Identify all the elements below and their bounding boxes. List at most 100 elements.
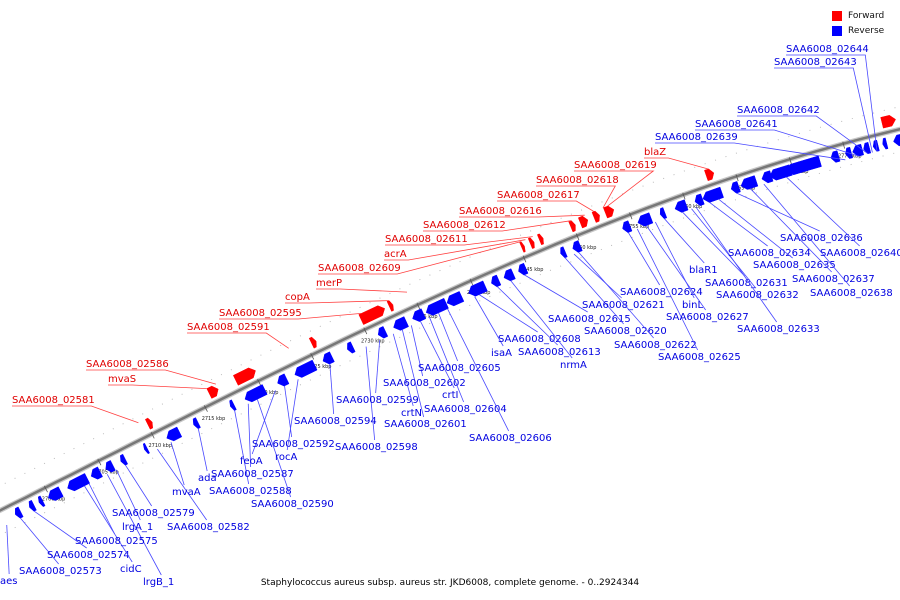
reverse-gene-arrow [491, 274, 502, 288]
scale-tick [788, 157, 792, 165]
reverse-gene-arrow [412, 308, 427, 322]
scale-tick-label: 2735 kbp [414, 314, 438, 320]
reverse-gene-arrow [347, 341, 356, 354]
forward-gene-label: SAA6008_02619 [574, 160, 657, 171]
forward-gene-arrow [704, 168, 715, 182]
reverse-gene-label: SAA6008_02632 [716, 290, 799, 301]
reverse-gene-label: SAA6008_02631 [705, 278, 788, 289]
reverse-gene-label: SAA6008_02634 [728, 248, 811, 259]
scale-tick-label: 2755 kbp [626, 224, 650, 230]
forward-label-leader [497, 200, 595, 212]
reverse-label-leader [401, 329, 425, 418]
forward-label-leader [536, 185, 616, 209]
reverse-label-leader [646, 225, 706, 311]
scale-tick [522, 255, 527, 263]
reverse-gene-label: cidC [120, 564, 142, 575]
reverse-gene-label: SAA6008_02592 [252, 439, 335, 450]
reverse-gene-arrow [37, 495, 46, 508]
reverse-label-leader [474, 296, 504, 347]
reverse-gene-arrow [659, 207, 668, 220]
reverse-label-leader [695, 129, 860, 157]
forward-gene-arrow [568, 220, 576, 233]
forward-label-leader [12, 405, 139, 424]
reverse-gene-arrow [277, 373, 290, 387]
forward-label-leader [108, 384, 207, 389]
reverse-gene-arrow [794, 155, 822, 173]
reverse-gene-label: SAA6008_02604 [424, 404, 507, 415]
reverse-label-leader [157, 448, 207, 521]
reverse-gene-label: SAA6008_02639 [655, 132, 738, 143]
forward-gene-arrow [527, 237, 535, 249]
scale-tick [97, 458, 102, 466]
reverse-label-leader [763, 183, 850, 287]
reverse-label-leader [578, 251, 654, 339]
reverse-track-guide [4, 151, 900, 534]
reverse-gene-label: binL [682, 300, 703, 311]
reverse-label-leader [564, 257, 624, 325]
reverse-gene-label: rocA [275, 452, 298, 463]
forward-label-leader [423, 220, 572, 232]
scale-tick [629, 212, 633, 220]
forward-gene-arrow [144, 417, 153, 430]
forward-gene-arrow [358, 305, 386, 325]
scale-tick [842, 141, 846, 149]
forward-gene-arrow [577, 215, 589, 229]
reverse-gene-arrow [425, 297, 449, 316]
reverse-gene-label: SAA6008_02636 [780, 233, 863, 244]
reverse-gene-label: SAA6008_02605 [418, 363, 501, 374]
reverse-label-leader [88, 483, 116, 535]
forward-gene-label: merP [316, 278, 342, 289]
scale-tick [310, 352, 315, 360]
reverse-label-leader [774, 67, 873, 153]
reverse-label-leader [392, 333, 414, 407]
reverse-label-leader [84, 485, 133, 563]
forward-gene-arrow [308, 336, 317, 349]
forward-gene-label: mvaS [108, 374, 136, 385]
reverse-label-leader [627, 232, 660, 286]
scale-tick [363, 327, 368, 335]
reverse-label-leader [247, 403, 252, 468]
reverse-label-leader [125, 464, 152, 507]
forward-label-leader [316, 288, 408, 293]
reverse-gene-arrow [192, 417, 201, 429]
forward-gene-label: SAA6008_02586 [86, 359, 169, 370]
reverse-gene-arrow [503, 268, 516, 282]
reverse-label-leader [718, 198, 793, 259]
reverse-label-leader [737, 115, 869, 155]
reverse-gene-label: SAA6008_02587 [211, 469, 294, 480]
reverse-gene-arrow [637, 212, 654, 227]
reverse-label-leader [365, 346, 376, 441]
reverse-label-leader [438, 312, 459, 362]
reverse-gene-arrow [761, 170, 774, 184]
reverse-label-leader [709, 202, 768, 247]
reverse-gene-label: lrgB_1 [143, 577, 174, 588]
reverse-gene-label: SAA6008_02574 [47, 550, 130, 561]
reverse-gene-label: SAA6008_02625 [658, 352, 741, 363]
reverse-gene-arrow [468, 280, 488, 297]
scale-tick [150, 431, 155, 439]
reverse-label-leader [695, 206, 777, 323]
reverse-gene-label: SAA6008_02621 [582, 300, 665, 311]
reverse-label-leader [329, 363, 335, 415]
reverse-gene-label: SAA6008_02573 [19, 566, 102, 577]
reverse-gene-label: SAA6008_02620 [584, 326, 667, 337]
genome-backbone [0, 127, 900, 512]
reverse-label-leader [478, 294, 538, 333]
forward-gene-arrow [880, 115, 896, 129]
forward-label-leader [285, 300, 389, 304]
reverse-label-leader [496, 286, 558, 346]
reverse-label-leader [286, 379, 299, 451]
forward-gene-label: SAA6008_02618 [536, 175, 619, 186]
legend-label-reverse: Reverse [848, 25, 885, 36]
reverse-gene-label: SAA6008_02615 [548, 314, 631, 325]
scale-tick [257, 378, 261, 386]
forward-gene-label: blaZ [644, 147, 666, 158]
reverse-gene-label: SAA6008_02643 [774, 57, 857, 68]
reverse-label-leader [20, 517, 59, 565]
reverse-label-leader [375, 340, 381, 394]
reverse-label-leader [429, 316, 465, 403]
reverse-label-leader [655, 221, 695, 299]
forward-gene-arrow [519, 241, 526, 253]
forward-label-leader [385, 236, 533, 246]
reverse-label-leader [251, 390, 276, 455]
